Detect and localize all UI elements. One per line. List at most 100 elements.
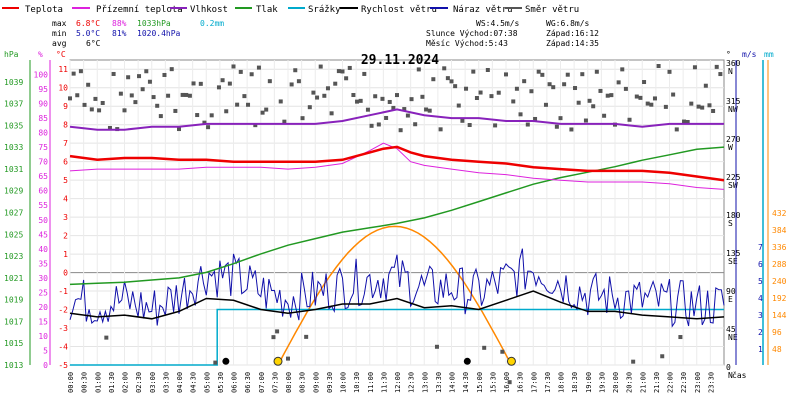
wind-dir-point <box>235 102 240 107</box>
pressure-tick-label: 1027 <box>4 209 23 218</box>
rain-tick-label: 384 <box>772 226 787 235</box>
time-tick-label: 19:00 <box>585 372 593 393</box>
legend-label: Náraz větru <box>453 5 513 15</box>
wind-dir-point <box>275 329 280 334</box>
wind-dir-point <box>583 118 588 123</box>
wind-dir-name-label: S <box>728 219 733 228</box>
wind-dir-tick-label: 315 <box>726 97 741 106</box>
temp-tick-label: 4 <box>63 195 68 204</box>
stats-avg-label: avg <box>52 39 67 48</box>
wind-speed-tick-label: 6 <box>758 260 763 269</box>
wind-dir-name-label: N <box>728 67 733 76</box>
humidity-tick-label: 15 <box>38 317 48 326</box>
rain-tick-label: 288 <box>772 260 787 269</box>
wind-dir-point <box>714 64 719 69</box>
astro-info: WS:4.5m/s WG:6.8m/s Slunce Východ:07:38 … <box>426 19 599 48</box>
time-tick-label: 08:00 <box>285 372 293 393</box>
wind-dir-point <box>355 99 360 104</box>
wind-dir-point <box>700 105 705 110</box>
unit-hpa: hPa <box>4 50 19 59</box>
stats-min-label: min <box>52 29 67 38</box>
stats-max-press: 1033hPa <box>137 19 171 28</box>
wind-dir-point <box>649 102 654 107</box>
wind-speed-tick-label: 3 <box>758 311 763 320</box>
stats-max-rain: 0.2mm <box>200 19 224 28</box>
time-tick-label: 22:00 <box>667 372 675 393</box>
wind-dir-point <box>151 95 156 100</box>
wind-dir-point <box>474 95 479 100</box>
wind-dir-point <box>166 93 171 98</box>
wind-dir-point <box>627 117 632 122</box>
wind-dir-point <box>623 86 628 91</box>
wind-dir-point <box>689 101 694 106</box>
humidity-tick-label: 75 <box>38 143 48 152</box>
pressure-tick-label: 1039 <box>4 78 23 87</box>
temp-tick-label: 3 <box>63 213 68 222</box>
wind-dir-point <box>514 86 519 91</box>
wind-dir-point <box>438 127 443 132</box>
wind-dir-point <box>380 96 385 101</box>
moon-rise-info: Měsíc Východ:5:43 <box>426 39 508 48</box>
wind-dir-point <box>431 77 436 82</box>
chart-title: 29.11.2024 <box>361 53 439 68</box>
wind-dir-point <box>456 103 461 108</box>
wind-dir-point <box>594 69 599 74</box>
wind-dir-point <box>282 119 287 124</box>
wind-dir-point <box>286 356 290 361</box>
wind-dir-name-label: NW <box>728 105 738 114</box>
legend-item: Teplota <box>2 5 63 15</box>
wind-dir-point <box>395 93 399 98</box>
moonrise-marker <box>222 357 230 365</box>
time-tick-label: 00:00 <box>67 372 75 393</box>
humidity-tick-label: 55 <box>38 201 48 210</box>
wind-dir-point <box>104 335 109 340</box>
wind-dir-point <box>162 72 167 77</box>
humidity-tick-label: 80 <box>38 129 48 138</box>
wind-dir-point <box>155 103 160 108</box>
wind-dir-tick-label: 180 <box>726 211 741 220</box>
unit-deg: ° <box>726 50 731 59</box>
humidity-tick-label: 65 <box>38 172 48 181</box>
wind-dir-point <box>620 67 625 72</box>
wind-dir-point <box>391 105 396 110</box>
temp-tick-label: -5 <box>58 361 68 370</box>
humidity-tick-label: 60 <box>38 187 48 196</box>
wind-dir-point <box>100 100 105 105</box>
wind-dir-point <box>144 69 149 74</box>
wind-dir-point <box>616 80 621 85</box>
wind-dir-point <box>569 127 574 132</box>
wind-dir-point <box>209 113 214 118</box>
wind-dir-point <box>246 102 251 107</box>
unit-mm: mm <box>764 50 774 59</box>
wind-dir-point <box>213 360 218 365</box>
wind-dir-point <box>467 123 472 128</box>
time-tick-label: 19:30 <box>598 372 606 393</box>
wind-dir-point <box>489 94 494 99</box>
wind-dir-point <box>638 95 643 100</box>
unit-ms: m/s <box>742 50 757 59</box>
wind-dir-point <box>344 76 349 81</box>
pressure-tick-label: 1015 <box>4 339 23 348</box>
temp-tick-label: 1 <box>63 250 68 259</box>
wind-dir-point <box>249 72 254 77</box>
time-tick-label: 05:00 <box>203 372 211 393</box>
humidity-tick-label: 50 <box>38 216 48 225</box>
pressure-line <box>69 146 725 286</box>
pressure-tick-label: 1017 <box>4 317 23 326</box>
wind-dir-point <box>416 67 421 72</box>
temp-tick-label: 10 <box>58 84 68 93</box>
legend-label: Rychlost větru <box>361 5 437 15</box>
wind-dir-point <box>605 93 610 98</box>
stats-min-hum: 81% <box>112 29 127 38</box>
wind-dir-point <box>122 108 127 113</box>
time-tick-label: 11:30 <box>380 372 388 393</box>
sun-rise-info: Slunce Východ:07:38 <box>426 29 518 38</box>
wind-dir-point <box>206 125 211 130</box>
stats-max-hum: 88% <box>112 19 127 28</box>
temp-tick-label: 5 <box>63 176 68 185</box>
wind-speed-info: WS:4.5m/s <box>476 19 520 28</box>
wind-dir-point <box>405 113 410 118</box>
legend-item: Srážky <box>288 5 341 15</box>
legend-item: Náraz větru <box>430 5 513 15</box>
wind-speed-tick-label: 5 <box>758 277 763 286</box>
